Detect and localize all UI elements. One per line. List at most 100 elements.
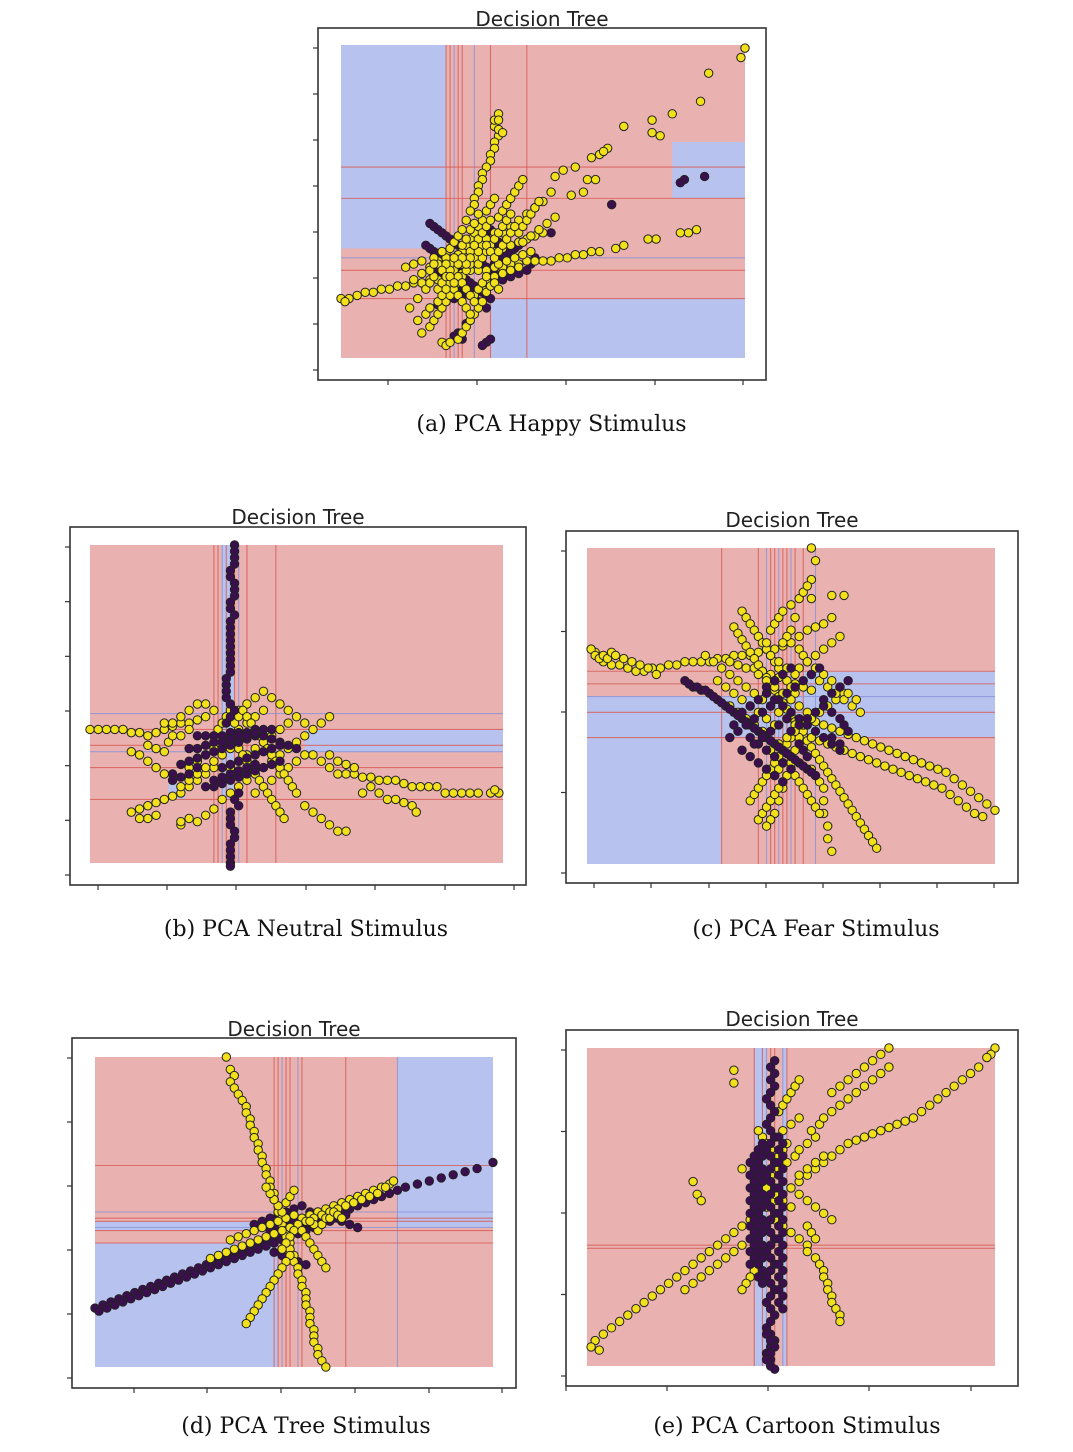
data-point-class-0 — [250, 727, 260, 738]
data-point-class-1 — [497, 127, 508, 138]
data-point-class-1 — [818, 644, 829, 654]
data-point-class-1 — [835, 631, 845, 642]
data-point-class-1 — [457, 788, 467, 798]
data-point-class-1 — [134, 804, 145, 814]
data-point-class-1 — [704, 1265, 715, 1276]
data-point-class-1 — [802, 1195, 813, 1206]
data-point-class-0 — [217, 737, 227, 747]
data-point-class-1 — [380, 1182, 391, 1192]
data-point-class-1 — [916, 1106, 927, 1117]
data-point-class-0 — [741, 720, 751, 730]
data-point-class-1 — [847, 748, 857, 759]
data-point-class-0 — [684, 679, 694, 689]
data-point-class-0 — [753, 758, 764, 768]
data-point-class-1 — [407, 781, 417, 792]
data-point-class-1 — [448, 788, 459, 798]
data-point-class-1 — [399, 797, 409, 808]
data-point-class-1 — [867, 739, 878, 749]
data-point-class-1 — [213, 1250, 224, 1261]
data-point-class-1 — [143, 801, 153, 811]
data-point-class-1 — [827, 590, 837, 601]
data-point-class-0 — [261, 1241, 271, 1251]
data-point-class-1 — [134, 727, 145, 738]
data-point-class-0 — [769, 694, 780, 705]
data-point-class-0 — [184, 743, 194, 754]
data-point-class-0 — [421, 240, 431, 251]
data-point-class-1 — [514, 262, 524, 272]
data-point-class-1 — [810, 1157, 821, 1168]
data-point-class-0 — [150, 1284, 160, 1295]
data-point-class-1 — [578, 250, 589, 260]
data-point-class-0 — [200, 731, 211, 741]
data-point-class-0 — [757, 707, 768, 718]
data-point-class-1 — [257, 1222, 267, 1233]
data-point-class-0 — [173, 1275, 184, 1285]
data-point-class-1 — [729, 1227, 739, 1238]
data-point-class-1 — [399, 778, 409, 789]
data-point-class-1 — [258, 705, 269, 716]
data-point-class-1 — [192, 715, 203, 725]
data-point-class-1 — [324, 820, 335, 830]
data-point-class-1 — [941, 767, 951, 778]
data-point-class-1 — [680, 657, 690, 667]
data-point-class-1 — [440, 788, 450, 798]
data-point-class-0 — [192, 762, 203, 773]
data-point-class-0 — [790, 682, 800, 692]
data-point-class-1 — [333, 769, 343, 779]
data-point-class-1 — [810, 1202, 821, 1212]
data-point-class-1 — [176, 712, 186, 722]
data-point-class-1 — [473, 209, 484, 219]
data-point-class-1 — [229, 1244, 240, 1254]
data-point-class-0 — [200, 781, 211, 792]
data-point-class-0 — [725, 732, 735, 743]
data-point-class-0 — [192, 743, 203, 754]
data-point-class-1 — [871, 843, 882, 853]
data-point-class-1 — [501, 256, 512, 266]
data-point-class-1 — [871, 758, 882, 768]
data-point-class-1 — [582, 174, 593, 185]
data-point-class-1 — [349, 1198, 359, 1208]
data-point-class-1 — [167, 731, 178, 741]
data-point-class-1 — [349, 762, 360, 773]
data-point-class-1 — [667, 109, 677, 119]
data-point-class-1 — [275, 699, 285, 709]
data-point-class-1 — [741, 682, 751, 692]
data-point-class-1 — [277, 1225, 287, 1236]
data-point-class-1 — [457, 224, 467, 235]
data-point-class-1 — [333, 756, 343, 766]
data-point-class-1 — [134, 750, 145, 760]
data-point-class-1 — [477, 296, 488, 307]
data-point-class-1 — [900, 1116, 910, 1126]
data-point-class-0 — [485, 334, 496, 344]
data-point-class-1 — [884, 1062, 894, 1072]
data-point-class-1 — [366, 781, 376, 792]
data-point-class-1 — [794, 1170, 804, 1180]
data-point-class-0 — [522, 265, 532, 276]
data-point-class-1 — [143, 740, 153, 751]
data-point-class-1 — [267, 775, 277, 786]
data-point-class-0 — [761, 745, 772, 755]
caption-e: (e) PCA Cartoon Stimulus — [653, 1414, 941, 1439]
data-point-class-1 — [209, 804, 219, 814]
data-point-class-0 — [392, 1185, 403, 1196]
caption-a: (a) PCA Happy Stimulus — [416, 412, 687, 437]
data-point-class-1 — [957, 1075, 968, 1085]
data-point-class-1 — [655, 1284, 666, 1295]
data-point-class-1 — [990, 805, 1000, 815]
data-point-class-1 — [961, 802, 972, 812]
data-point-class-0 — [242, 762, 252, 773]
data-point-class-0 — [778, 701, 788, 711]
data-point-class-1 — [867, 1075, 878, 1085]
data-point-class-1 — [827, 1087, 837, 1098]
data-point-class-0 — [157, 1281, 168, 1292]
data-point-class-1 — [392, 281, 403, 291]
data-point-class-1 — [916, 758, 927, 768]
data-point-class-0 — [301, 1260, 311, 1270]
data-point-class-0 — [291, 743, 302, 754]
data-point-class-1 — [118, 724, 128, 735]
data-point-class-1 — [384, 284, 395, 294]
data-point-class-1 — [733, 660, 743, 670]
data-point-class-1 — [415, 781, 426, 792]
data-point-class-1 — [143, 813, 153, 824]
data-point-class-0 — [217, 772, 227, 782]
